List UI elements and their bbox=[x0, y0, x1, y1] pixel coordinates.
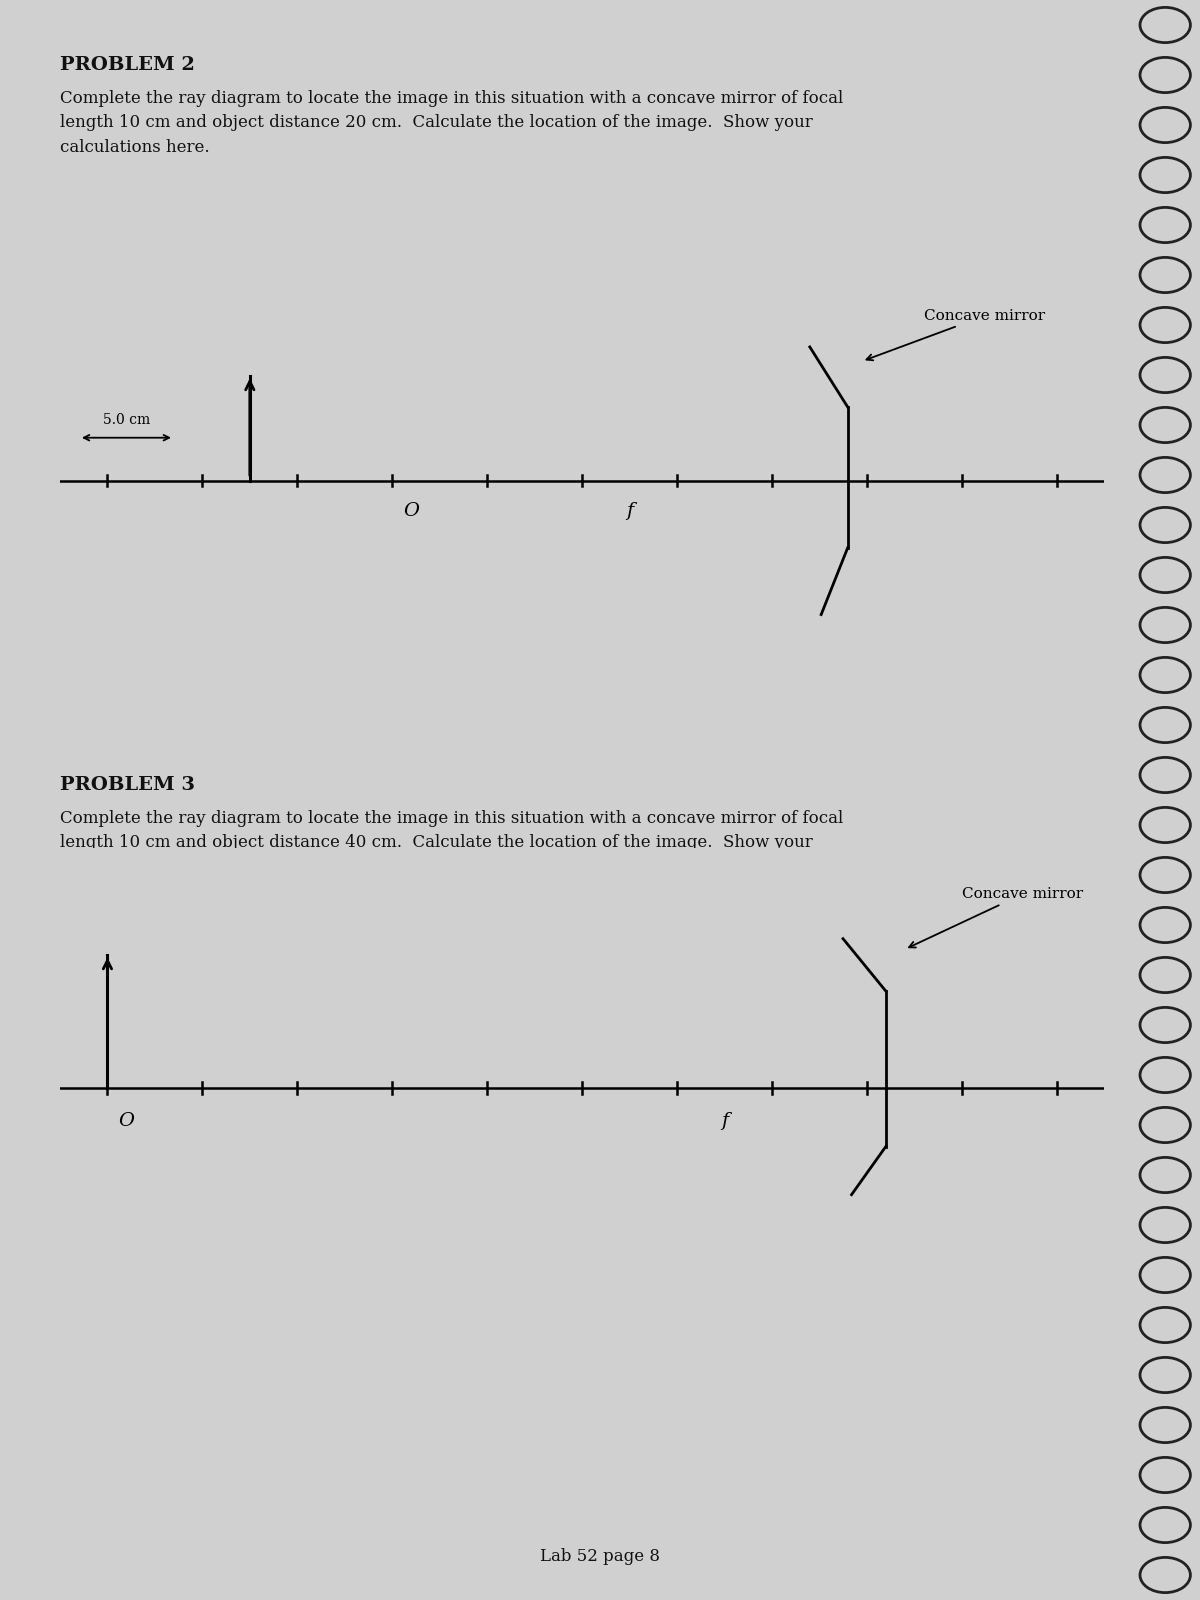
Text: O: O bbox=[403, 502, 419, 520]
Text: O: O bbox=[119, 1112, 134, 1130]
Text: Concave mirror: Concave mirror bbox=[910, 888, 1082, 947]
Text: PROBLEM 2: PROBLEM 2 bbox=[60, 56, 194, 74]
Text: PROBLEM 3: PROBLEM 3 bbox=[60, 776, 194, 794]
Text: Complete the ray diagram to locate the image in this situation with a concave mi: Complete the ray diagram to locate the i… bbox=[60, 90, 844, 157]
Text: Lab 52 page 8: Lab 52 page 8 bbox=[540, 1547, 660, 1565]
Text: f: f bbox=[721, 1112, 728, 1130]
Text: 5.0 cm: 5.0 cm bbox=[103, 413, 150, 427]
Text: f: f bbox=[626, 502, 634, 520]
Text: Concave mirror: Concave mirror bbox=[866, 309, 1045, 360]
Text: Complete the ray diagram to locate the image in this situation with a concave mi: Complete the ray diagram to locate the i… bbox=[60, 810, 844, 877]
